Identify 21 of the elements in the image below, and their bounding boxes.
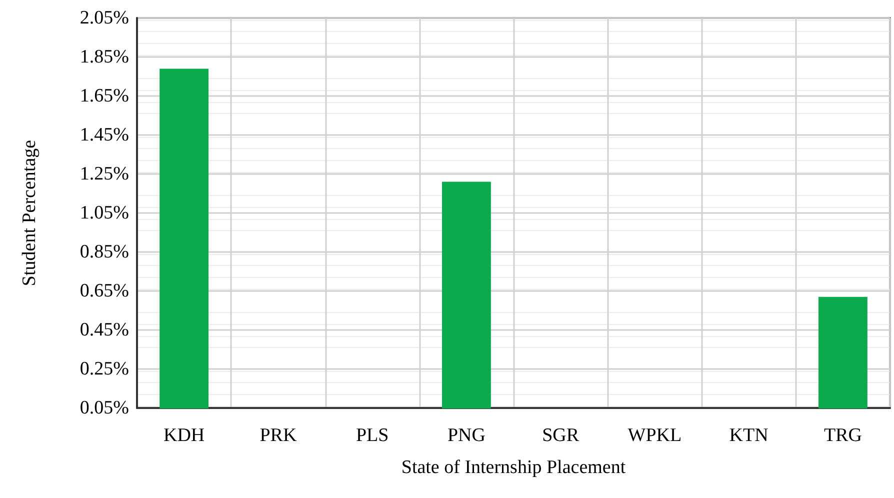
x-tick-label: PLS: [356, 425, 389, 446]
y-tick-label: 2.05%: [80, 8, 130, 28]
y-tick-label: 0.45%: [80, 320, 130, 340]
x-tick-label: TRG: [824, 425, 862, 446]
x-tick-label: SGR: [542, 425, 580, 446]
y-tick-label: 1.85%: [80, 46, 130, 68]
x-tick-label: PNG: [447, 425, 486, 446]
y-tick-label: 1.45%: [80, 124, 130, 146]
x-axis-title: State of Internship Placement: [401, 457, 626, 478]
x-tick-label: WPKL: [628, 425, 682, 446]
y-tick-label: 0.65%: [80, 280, 130, 302]
x-tick-label: KTN: [729, 425, 769, 446]
x-tick-label: PRK: [260, 425, 297, 446]
y-tick-label: 0.85%: [80, 242, 130, 262]
y-tick-label: 0.25%: [80, 358, 130, 380]
x-tick-label: KDH: [163, 425, 205, 446]
y-tick-label: 1.25%: [80, 164, 130, 184]
y-tick-label: 0.05%: [80, 398, 130, 418]
y-tick-label: 1.05%: [80, 202, 130, 224]
y-tick-label: 1.65%: [80, 86, 130, 106]
y-axis-title: Student Percentage: [19, 140, 40, 286]
